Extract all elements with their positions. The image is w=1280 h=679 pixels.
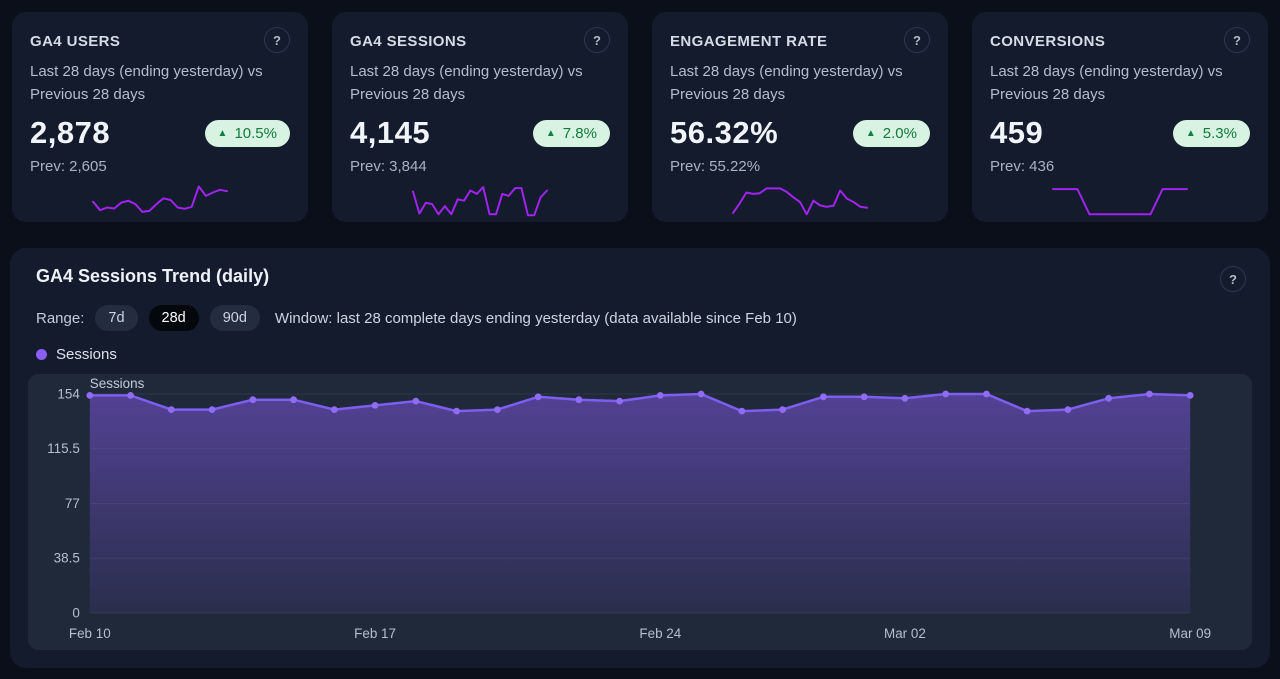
kpi-value: 56.32% <box>670 115 779 150</box>
svg-text:Sessions: Sessions <box>90 376 145 391</box>
trend-title: GA4 Sessions Trend (daily) <box>36 266 270 286</box>
kpi-value: 459 <box>990 115 1044 150</box>
delta-badge: ▲ 7.8% <box>532 119 610 147</box>
kpi-card-ga4-users: GA4 USERS ? Last 28 days (ending yesterd… <box>12 12 308 222</box>
kpi-previous: Prev: 55.22% <box>670 158 761 175</box>
svg-text:38.5: 38.5 <box>54 551 80 566</box>
chart-legend: Sessions <box>36 346 1252 363</box>
sparkline-chart <box>732 187 868 216</box>
range-label: Range: <box>36 309 85 327</box>
sparkline-chart <box>92 185 228 213</box>
delta-badge: ▲ 2.0% <box>852 119 930 147</box>
svg-text:154: 154 <box>57 386 80 401</box>
kpi-subtitle: Last 28 days (ending yesterday) vs Previ… <box>670 63 903 103</box>
up-arrow-icon: ▲ <box>545 127 556 139</box>
svg-text:77: 77 <box>65 496 80 511</box>
svg-text:Mar 02: Mar 02 <box>884 626 926 641</box>
svg-text:Feb 10: Feb 10 <box>69 626 111 641</box>
delta-value: 5.3% <box>1202 124 1237 142</box>
kpi-card-ga4-sessions: GA4 SESSIONS ? Last 28 days (ending yest… <box>332 12 628 222</box>
kpi-card-conversions: CONVERSIONS ? Last 28 days (ending yeste… <box>972 12 1268 222</box>
svg-text:0: 0 <box>72 605 79 620</box>
range-90d-button[interactable]: 90d <box>209 305 260 331</box>
help-icon[interactable]: ? <box>264 27 290 53</box>
delta-value: 10.5% <box>234 124 277 142</box>
help-icon[interactable]: ? <box>1220 266 1246 292</box>
legend-dot-icon <box>36 349 47 360</box>
kpi-previous: Prev: 2,605 <box>30 158 107 175</box>
kpi-row: GA4 USERS ? Last 28 days (ending yesterd… <box>0 0 1280 222</box>
range-controls: Range: 7d 28d 90d Window: last 28 comple… <box>36 305 1252 331</box>
delta-value: 2.0% <box>882 124 917 142</box>
sessions-trend-chart[interactable]: 0 38.5 77 115.5 154 Feb 10 Feb 17 Feb 24 Mar 02 M… <box>28 374 1252 650</box>
help-icon[interactable]: ? <box>904 27 930 53</box>
legend-label: Sessions <box>56 346 117 363</box>
kpi-value: 2,878 <box>30 115 111 150</box>
kpi-previous: Prev: 3,844 <box>350 158 427 175</box>
kpi-subtitle: Last 28 days (ending yesterday) vs Previ… <box>990 63 1223 103</box>
kpi-card-engagement-rate: ENGAGEMENT RATE ? Last 28 days (ending y… <box>652 12 948 222</box>
sparkline-chart <box>412 186 548 217</box>
help-icon[interactable]: ? <box>584 27 610 53</box>
help-icon[interactable]: ? <box>1224 27 1250 53</box>
kpi-title: GA4 USERS <box>30 33 121 50</box>
kpi-previous: Prev: 436 <box>990 158 1055 175</box>
range-28d-button[interactable]: 28d <box>148 305 199 331</box>
sessions-trend-card: GA4 Sessions Trend (daily) ? Range: 7d 2… <box>10 248 1270 668</box>
up-arrow-icon: ▲ <box>217 127 228 139</box>
svg-text:Mar 09: Mar 09 <box>1169 626 1211 641</box>
svg-text:Feb 17: Feb 17 <box>354 626 396 641</box>
kpi-title: CONVERSIONS <box>990 33 1106 50</box>
delta-badge: ▲ 10.5% <box>204 119 290 147</box>
kpi-title: GA4 SESSIONS <box>350 33 467 50</box>
up-arrow-icon: ▲ <box>1185 127 1196 139</box>
sparkline-chart <box>1052 188 1188 216</box>
up-arrow-icon: ▲ <box>865 127 876 139</box>
delta-badge: ▲ 5.3% <box>1172 119 1250 147</box>
range-7d-button[interactable]: 7d <box>95 305 138 331</box>
kpi-subtitle: Last 28 days (ending yesterday) vs Previ… <box>350 63 583 103</box>
kpi-value: 4,145 <box>350 115 431 150</box>
delta-value: 7.8% <box>562 124 597 142</box>
window-note: Window: last 28 complete days ending yes… <box>274 309 797 327</box>
kpi-subtitle: Last 28 days (ending yesterday) vs Previ… <box>30 63 263 103</box>
svg-text:Feb 24: Feb 24 <box>639 626 681 641</box>
svg-text:115.5: 115.5 <box>47 441 80 456</box>
kpi-title: ENGAGEMENT RATE <box>670 33 828 50</box>
